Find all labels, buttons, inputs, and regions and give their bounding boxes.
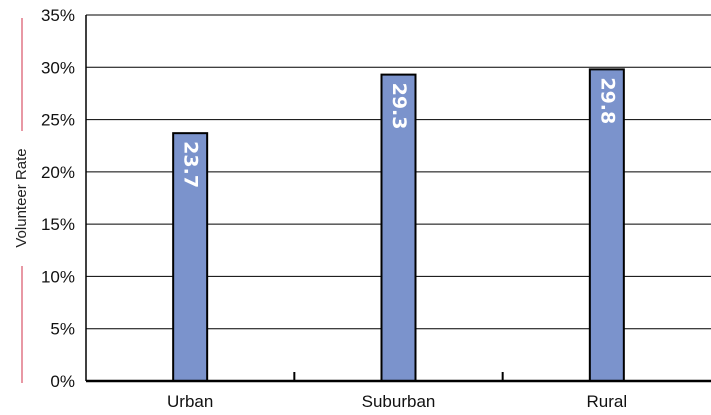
x-category-label: Urban bbox=[167, 392, 213, 411]
y-tick-label: 20% bbox=[41, 163, 75, 182]
y-axis-ticks: 0% 5% 10% 15% 20% 25% 30% 35% bbox=[41, 6, 75, 391]
y-tick-label: 5% bbox=[50, 320, 75, 339]
bar bbox=[380, 73, 417, 382]
y-tick-label: 30% bbox=[41, 58, 75, 77]
bar-value-label: 29.8 bbox=[596, 77, 618, 124]
y-tick-label: 15% bbox=[41, 215, 75, 234]
bars: 23.7 29.3 29.8 bbox=[172, 68, 625, 383]
y-axis-title-group: Volunteer Rate bbox=[13, 18, 30, 383]
x-category-label: Rural bbox=[587, 392, 628, 411]
axes bbox=[85, 15, 711, 383]
y-tick-label: 0% bbox=[50, 372, 75, 391]
y-tick-label: 25% bbox=[41, 111, 75, 130]
x-category-label: Suburban bbox=[362, 392, 436, 411]
category-labels: Urban Suburban Rural bbox=[167, 392, 627, 411]
bar-value-label: 29.3 bbox=[388, 83, 410, 130]
y-tick-label: 10% bbox=[41, 267, 75, 286]
bar-value-label: 23.7 bbox=[180, 141, 202, 188]
y-axis-title: Volunteer Rate bbox=[13, 148, 30, 247]
y-tick-label: 35% bbox=[41, 6, 75, 25]
bar bbox=[588, 68, 625, 383]
